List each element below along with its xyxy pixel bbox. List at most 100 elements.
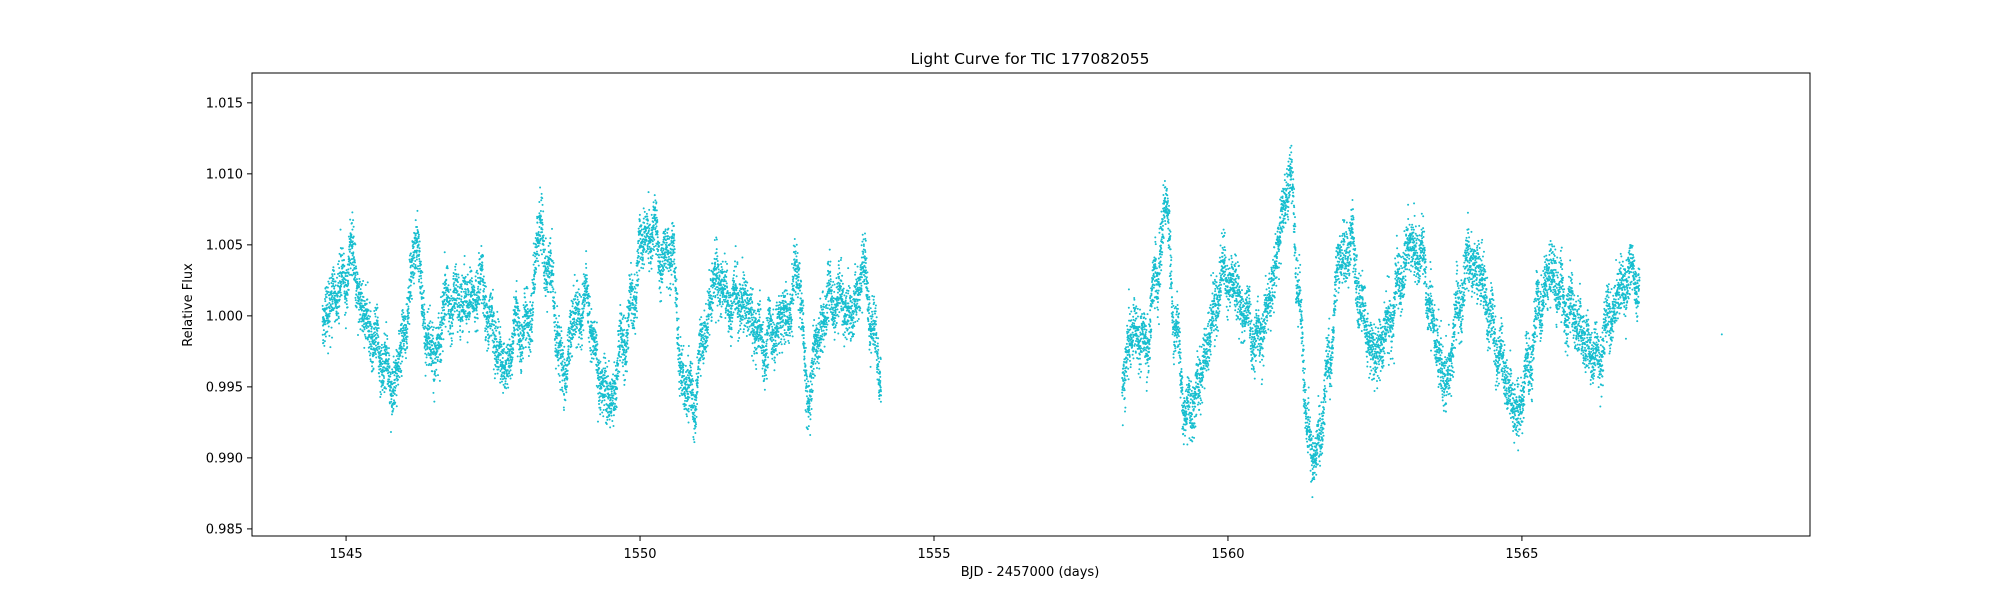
data-point (577, 343, 580, 346)
data-point (534, 271, 537, 274)
data-point (586, 290, 589, 293)
data-point (340, 283, 343, 286)
data-point (627, 313, 630, 316)
data-point (429, 304, 432, 307)
data-point (437, 312, 440, 315)
data-point (326, 317, 329, 320)
data-point (417, 231, 420, 234)
data-point (716, 288, 719, 291)
data-point (715, 251, 718, 254)
data-point (714, 261, 717, 264)
data-point (648, 245, 651, 248)
data-point (542, 243, 545, 246)
data-point (511, 358, 514, 361)
data-point (563, 345, 566, 348)
data-point (494, 354, 497, 357)
data-point (601, 411, 604, 414)
data-point (637, 242, 640, 245)
data-point (376, 329, 379, 332)
data-point (363, 346, 366, 349)
data-point (657, 271, 660, 274)
data-point (505, 346, 508, 349)
data-point (650, 267, 653, 270)
data-point (528, 348, 531, 351)
data-point (424, 322, 427, 325)
data-point (520, 370, 523, 373)
data-point (596, 358, 599, 361)
data-point (567, 348, 570, 351)
data-point (392, 355, 395, 358)
data-point (336, 318, 339, 321)
data-point (334, 280, 337, 283)
data-point (391, 368, 394, 371)
data-point (369, 320, 372, 323)
data-point (691, 378, 694, 381)
data-point (576, 323, 579, 326)
data-point (367, 325, 370, 328)
data-point (538, 242, 541, 245)
data-point (655, 201, 658, 204)
data-point (335, 310, 338, 313)
data-point (534, 283, 537, 286)
data-point (565, 388, 568, 391)
data-point (562, 406, 565, 409)
data-point (466, 341, 469, 344)
data-point (429, 353, 432, 356)
data-point (494, 321, 497, 324)
data-point (347, 255, 350, 258)
data-point (691, 383, 694, 386)
data-point (725, 262, 728, 265)
data-point (451, 324, 454, 327)
data-point (381, 371, 384, 374)
data-point (638, 260, 641, 263)
data-point (358, 285, 361, 288)
data-point (339, 271, 342, 274)
data-point (495, 358, 498, 361)
data-point (333, 287, 336, 290)
data-point (394, 389, 397, 392)
data-point (390, 398, 393, 401)
data-point (706, 336, 709, 339)
data-point (635, 296, 638, 299)
data-point (687, 407, 690, 410)
data-point (570, 343, 573, 346)
data-point (412, 253, 415, 256)
data-point (425, 335, 428, 338)
data-point (682, 368, 685, 371)
data-point (370, 326, 373, 328)
data-point (491, 320, 494, 323)
data-point (599, 360, 602, 363)
data-point (597, 374, 600, 377)
data-point (331, 302, 334, 305)
data-point (624, 317, 627, 320)
data-point (437, 374, 440, 377)
data-point (422, 291, 425, 294)
data-point (362, 323, 365, 326)
data-point (566, 369, 569, 372)
data-point (560, 330, 563, 333)
data-point (724, 317, 727, 320)
data-point (664, 254, 667, 257)
data-point (554, 321, 557, 324)
data-point (714, 287, 717, 290)
data-point (566, 372, 569, 375)
data-point (692, 438, 695, 441)
data-point (635, 307, 638, 310)
data-point (424, 361, 427, 364)
data-point (707, 317, 710, 320)
data-point (603, 374, 606, 377)
data-point (375, 356, 378, 359)
data-point (724, 288, 727, 291)
data-point (481, 264, 484, 267)
data-point (455, 273, 458, 276)
data-point (650, 213, 653, 216)
data-point (347, 288, 350, 291)
data-point (524, 301, 527, 304)
data-point (363, 333, 366, 336)
data-point (444, 291, 447, 294)
data-point (703, 338, 706, 341)
data-point (383, 343, 386, 346)
data-point (678, 380, 681, 383)
data-point (461, 315, 464, 318)
data-point (362, 296, 365, 299)
